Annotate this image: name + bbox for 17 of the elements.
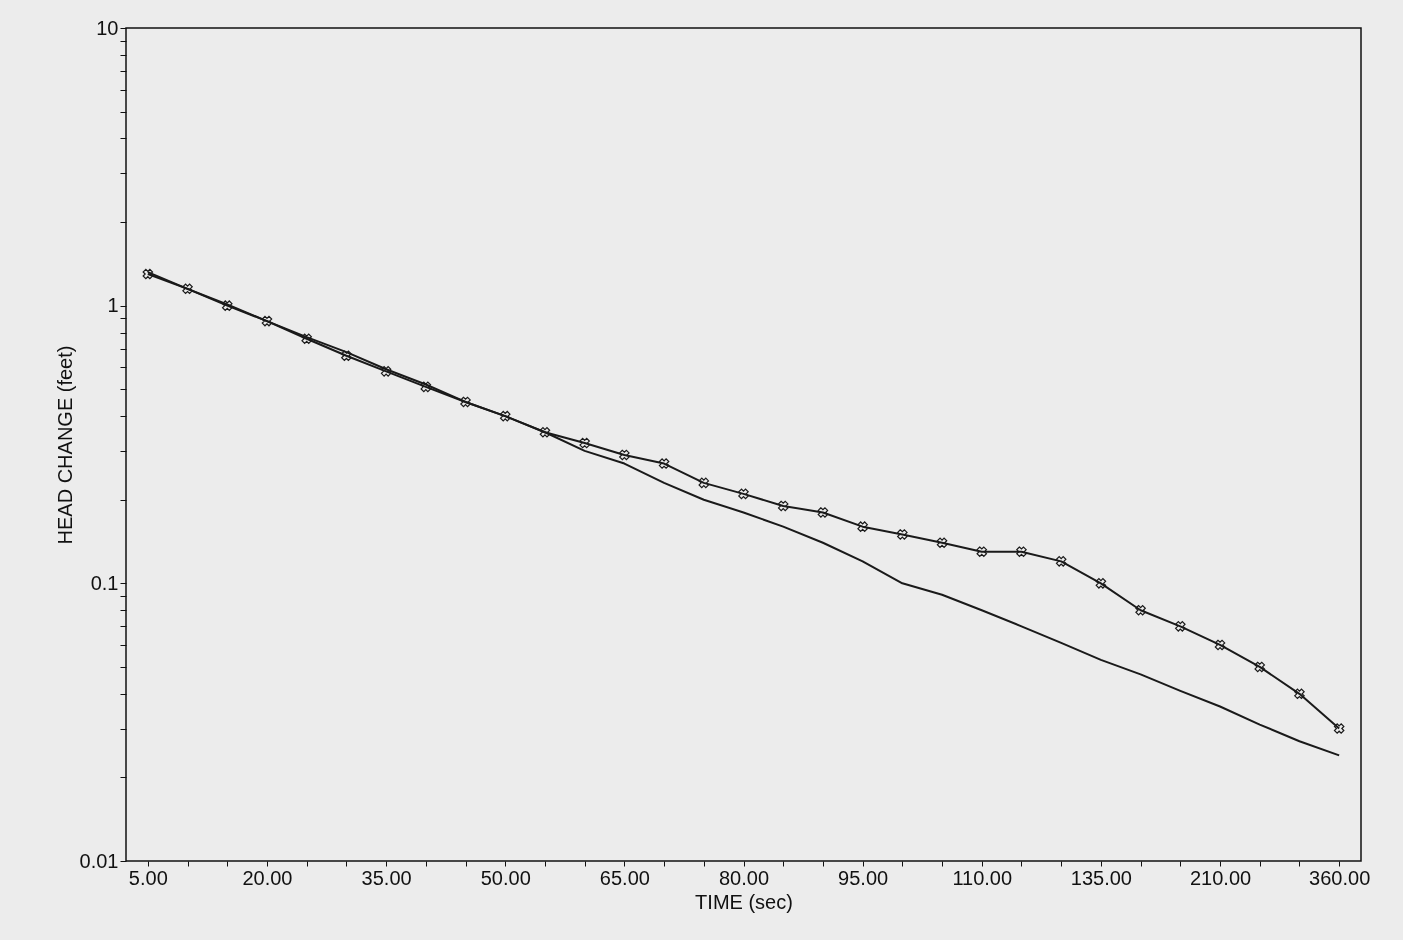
x-tick-label: 65.00	[599, 866, 650, 889]
x-tick-label: 110.00	[952, 866, 1013, 889]
x-tick-label: 210.00	[1189, 866, 1252, 889]
y-tick-label: 0.01	[79, 849, 119, 872]
y-tick-label: 10	[96, 16, 119, 39]
x-tick-label: 5.00	[128, 866, 168, 889]
y-tick-label: 1	[107, 294, 119, 317]
x-axis-title: TIME (sec)	[695, 890, 793, 913]
y-tick-label: 0.1	[90, 571, 119, 594]
x-tick-label: 50.00	[480, 866, 531, 889]
x-tick-label: 95.00	[838, 866, 889, 889]
x-tick-label: 360.00	[1309, 866, 1371, 889]
x-tick-label: 135.00	[1070, 866, 1132, 889]
y-axis-title: HEAD CHANGE (feet)	[53, 345, 76, 545]
x-tick-label: 20.00	[242, 866, 293, 889]
x-tick-label: 80.00	[718, 866, 770, 889]
x-tick-label: 35.00	[361, 866, 412, 889]
